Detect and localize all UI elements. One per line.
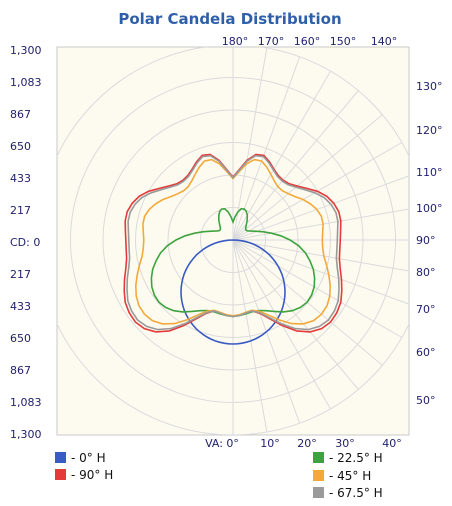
right-angle-label: 110° [416,166,443,179]
grid-ray-150 [232,70,331,241]
grid-ray-100 [232,208,409,241]
top-angle-label: 140° [371,35,398,48]
legend: - 0° H - 90° H - 22.5° H - 45° H - 67.5° H [55,451,383,500]
legend-swatch [313,487,324,498]
right-angle-label: 60° [416,346,436,359]
top-angle-label: 180° [222,35,249,48]
cd-tick-label: 217 [10,204,31,217]
candela-curves [123,153,343,345]
legend-label: - 90° H [71,468,113,482]
legend-swatch [55,469,66,480]
cd-tick-label: 650 [10,140,31,153]
cd-tick-label: 867 [10,108,31,121]
top-angle-label: 160° [294,35,321,48]
cd-tick-label: 433 [10,172,31,185]
right-angle-labels: 130° 120° 110° 100° 90° 80° 70° 60° 50° [416,80,443,407]
cd-tick-label: CD: 0 [10,236,40,249]
legend-label: - 0° H [71,451,106,465]
cd-tick-label: 867 [10,364,31,377]
right-angle-label: 100° [416,202,443,215]
right-angle-label: 70° [416,303,436,316]
series-curve-0 [180,239,286,345]
cd-tick-label: 650 [10,332,31,345]
grid-ray-130 [232,114,383,241]
grid-ray-80 [232,239,409,272]
chart-title: Polar Candela Distribution [118,10,341,28]
cd-tick-label: 433 [10,300,31,313]
top-angle-labels: 180° 170° 160° 150° 140° [222,35,398,48]
top-angle-label: 170° [258,35,285,48]
candela-axis-labels: 1,300 1,083 867 650 433 217 CD: 0 217 433 650 867 1… [10,44,42,441]
right-angle-label: 50° [416,394,436,407]
right-angle-label: 130° [416,80,443,93]
grid-ray-60 [232,239,403,338]
right-angle-label: 90° [416,234,436,247]
cd-tick-label: 1,083 [10,396,42,409]
legend-swatch [313,452,324,463]
cd-tick-label: 1,083 [10,76,42,89]
legend-label: - 67.5° H [329,486,383,500]
bottom-angle-label: 40° [382,437,402,450]
cd-tick-label: 1,300 [10,44,42,57]
grid-ray-140 [232,90,359,241]
grid-ray-70 [232,239,409,305]
bottom-angle-label: 10° [260,437,280,450]
cd-tick-label: 1,300 [10,428,42,441]
legend-swatch [313,470,324,481]
grid-ray-40 [232,239,359,390]
bottom-angle-label: 30° [335,437,355,450]
grid-ray-110 [232,175,409,241]
legend-label: - 22.5° H [329,451,383,465]
right-angle-label: 120° [416,124,443,137]
grid-ray-170 [232,47,268,241]
legend-label: - 45° H [329,469,371,483]
bottom-angle-label: 20° [297,437,317,450]
cd-tick-label: 217 [10,268,31,281]
top-angle-label: 150° [330,35,357,48]
bottom-angle-label: VA: 0° [205,437,239,450]
series-curve-2 [150,207,316,318]
grid-ray-10 [232,239,268,433]
bottom-angle-labels: VA: 0° 10° 20° 30° 40° [205,437,402,450]
legend-swatch [55,452,66,463]
right-angle-label: 80° [416,266,436,279]
series-curve-4 [126,154,340,331]
